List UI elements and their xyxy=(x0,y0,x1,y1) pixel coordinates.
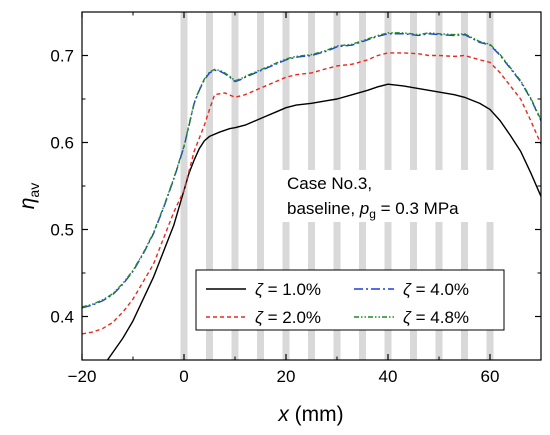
y-axis-label: ηav xyxy=(16,183,42,209)
annotation-prefix: baseline, xyxy=(287,199,360,218)
series-line xyxy=(106,83,541,360)
x-axis-label-var: x xyxy=(277,403,290,426)
shaded-band xyxy=(231,12,239,360)
annotation-line-1: Case No.3, xyxy=(287,174,372,193)
series-line xyxy=(82,32,541,308)
series-lines xyxy=(82,32,541,360)
annotation-sub: g xyxy=(369,207,376,221)
legend-symbol-4pct: ζ xyxy=(403,280,412,299)
shaded-band xyxy=(257,12,264,360)
y-tick-label: 0.7 xyxy=(50,47,74,66)
legend-symbol-2pct: ζ xyxy=(255,308,264,327)
x-tick-label: 60 xyxy=(481,367,500,386)
annotation-background xyxy=(277,170,513,222)
y-tick-label: 0.5 xyxy=(50,221,74,240)
legend-symbol-1pct: ζ xyxy=(255,280,264,299)
x-tick-label: 20 xyxy=(277,367,296,386)
legend: ζ = 1.0% ζ = 4.0% ζ = 2.0% ζ = 4.8% xyxy=(195,269,505,331)
x-tick-label: 40 xyxy=(379,367,398,386)
y-axis-label-sub: av xyxy=(26,183,42,198)
x-axis-label-unit: (mm) xyxy=(289,403,344,426)
shaded-band xyxy=(206,12,213,360)
legend-value-4-8pct: = 4.8% xyxy=(411,308,469,327)
case-annotation: Case No.3, baseline, pg = 0.3 MPa xyxy=(277,170,513,222)
legend-value-4pct: = 4.0% xyxy=(411,280,469,299)
legend-box xyxy=(195,269,505,331)
series-line xyxy=(82,33,541,309)
axis-ticks: −20 0 20 40 60 0.4 0.5 0.6 0.7 xyxy=(50,12,541,386)
legend-value-1pct: = 1.0% xyxy=(263,280,321,299)
annotation-var: p xyxy=(359,199,369,218)
y-tick-label: 0.6 xyxy=(50,134,74,153)
legend-value-2pct: = 2.0% xyxy=(263,308,321,327)
annotation-suffix: = 0.3 MPa xyxy=(376,199,459,218)
legend-symbol-4-8pct: ζ xyxy=(403,308,412,327)
y-axis-label-var: η xyxy=(16,198,39,210)
y-tick-label: 0.4 xyxy=(50,308,74,327)
annotation-line-2: baseline, pg = 0.3 MPa xyxy=(287,199,459,221)
x-axis-label: x (mm) xyxy=(277,403,343,426)
legend-label-1pct: ζ = 1.0% xyxy=(255,280,321,299)
shaded-band xyxy=(180,12,188,360)
legend-label-4-8pct: ζ = 4.8% xyxy=(403,308,469,327)
legend-label-2pct: ζ = 2.0% xyxy=(255,308,321,327)
legend-label-4pct: ζ = 4.0% xyxy=(403,280,469,299)
x-tick-label: 0 xyxy=(179,367,188,386)
x-tick-label: −20 xyxy=(68,367,97,386)
